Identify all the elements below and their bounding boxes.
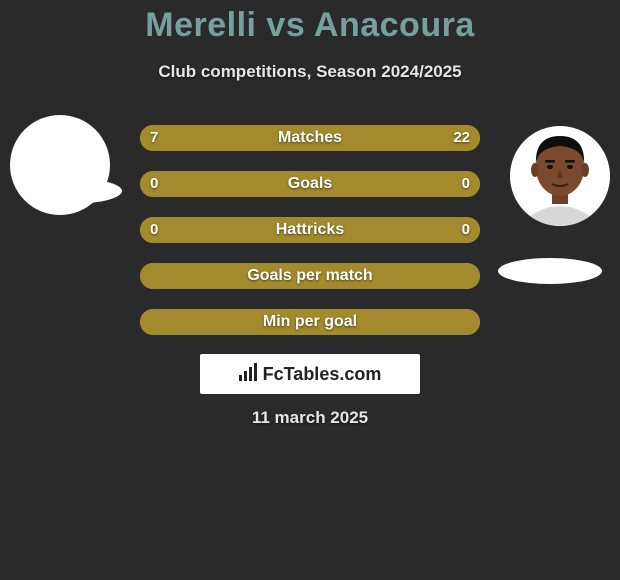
- bar-chart-icon: [239, 355, 259, 395]
- date-text: 11 march 2025: [0, 408, 620, 428]
- stat-value-left: 0: [150, 217, 158, 243]
- stat-label: Matches: [140, 125, 480, 151]
- stat-bar: Goals0 0: [140, 171, 480, 197]
- stat-label: Min per goal: [140, 309, 480, 335]
- stat-label: Hattricks: [140, 217, 480, 243]
- stat-value-left: 0: [150, 171, 158, 197]
- comparison-infographic: Merelli vs Anacoura Club competitions, S…: [0, 0, 620, 580]
- player-right-photo: [510, 126, 610, 226]
- stat-value-right: 0: [462, 171, 470, 197]
- stat-bars: Matches722Goals00Hattricks00Goals per ma…: [140, 125, 480, 355]
- stat-bar: Hattricks0 0: [140, 217, 480, 243]
- page-title: Merelli vs Anacoura: [0, 6, 620, 45]
- stat-label: Goals: [140, 171, 480, 197]
- stat-bar: Goals per match: [140, 263, 480, 289]
- player-left-name-oval: [18, 178, 122, 204]
- stat-value-right: 22: [453, 125, 470, 151]
- stat-value-right: 0: [462, 217, 470, 243]
- stat-bar: Min per goal: [140, 309, 480, 335]
- stat-label: Goals per match: [140, 263, 480, 289]
- stat-value-left: 7: [150, 125, 158, 151]
- player-right-name-oval: [498, 258, 602, 284]
- logo-box: FcTables.com: [200, 354, 420, 394]
- logo-text: FcTables.com: [263, 364, 382, 384]
- subtitle: Club competitions, Season 2024/2025: [0, 62, 620, 82]
- player-right-avatar: [510, 126, 610, 226]
- stat-bar: Matches7 22: [140, 125, 480, 151]
